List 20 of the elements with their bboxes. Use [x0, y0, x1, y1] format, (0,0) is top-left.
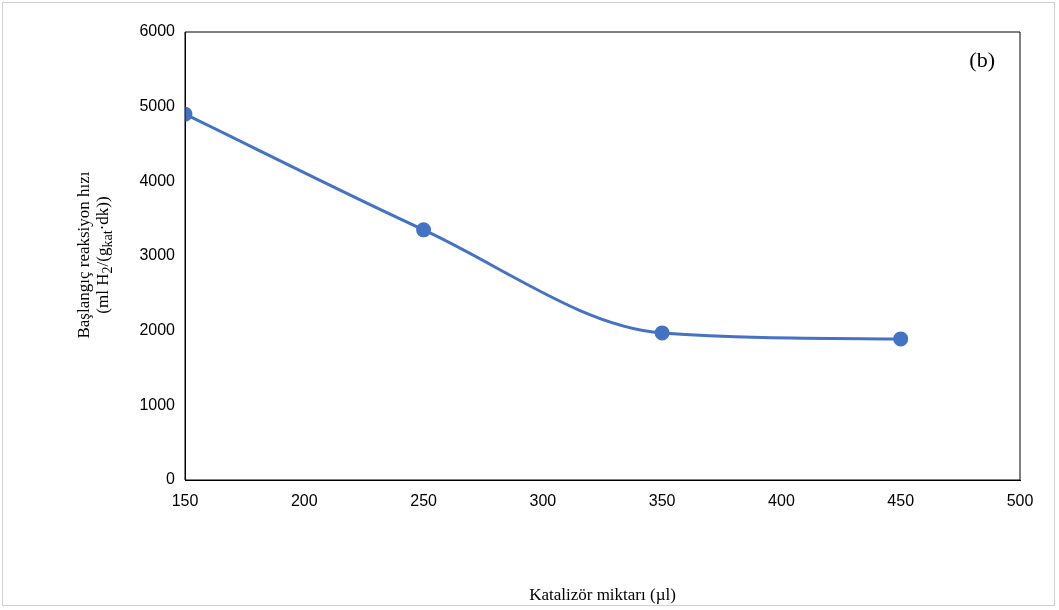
y-tick-label: 3000 — [139, 246, 176, 264]
x-tick-label: 350 — [648, 492, 676, 510]
x-tick-label: 500 — [1006, 492, 1034, 510]
annotation: (b) — [969, 46, 995, 72]
y-tick-label: 4000 — [139, 171, 176, 189]
y-tick-label: 5000 — [139, 97, 176, 115]
y-tick-label: 6000 — [139, 22, 176, 40]
y-tick-label: 2000 — [139, 321, 176, 339]
x-tick-label: 450 — [887, 492, 915, 510]
x-tick-label: 400 — [768, 492, 795, 510]
x-tick-label: 200 — [290, 492, 318, 510]
x-tick-label: 150 — [171, 492, 199, 510]
x-tick-label: 250 — [410, 492, 438, 510]
y-tick-label: 1000 — [139, 395, 176, 413]
x-tick-label: 300 — [529, 492, 557, 510]
point — [416, 222, 432, 238]
x-axis-title: Katalizör miktarı (µl) — [529, 585, 676, 605]
point — [893, 331, 909, 347]
point — [654, 325, 670, 341]
y-tick-label: 0 — [166, 470, 176, 488]
